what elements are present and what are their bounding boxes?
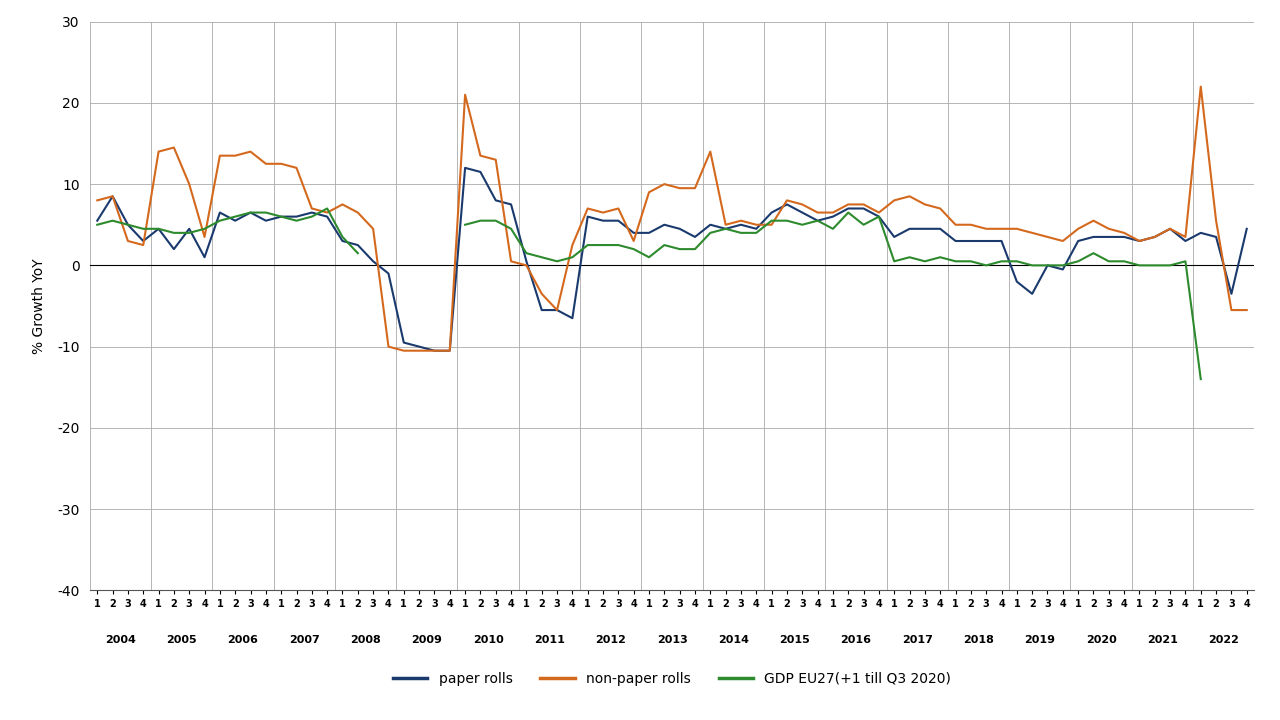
Text: 2010: 2010 <box>472 635 503 645</box>
Text: 2017: 2017 <box>902 635 933 645</box>
Text: 2022: 2022 <box>1208 635 1239 645</box>
Text: 2020: 2020 <box>1085 635 1116 645</box>
Text: 2016: 2016 <box>841 635 872 645</box>
Text: 2007: 2007 <box>289 635 320 645</box>
Legend: paper rolls, non-paper rolls, GDP EU27(+1 till Q3 2020): paper rolls, non-paper rolls, GDP EU27(+… <box>387 667 957 691</box>
Y-axis label: % Growth YoY: % Growth YoY <box>32 258 46 354</box>
Text: 2018: 2018 <box>963 635 995 645</box>
Text: 2004: 2004 <box>105 635 136 645</box>
Text: 2009: 2009 <box>411 635 442 645</box>
Text: 2014: 2014 <box>718 635 749 645</box>
Text: 2008: 2008 <box>351 635 381 645</box>
Text: 2015: 2015 <box>780 635 810 645</box>
Text: 2005: 2005 <box>166 635 197 645</box>
Text: 2006: 2006 <box>228 635 259 645</box>
Text: 2013: 2013 <box>657 635 687 645</box>
Text: 2011: 2011 <box>534 635 564 645</box>
Text: 2019: 2019 <box>1024 635 1055 645</box>
Text: 2021: 2021 <box>1147 635 1178 645</box>
Text: 2012: 2012 <box>595 635 626 645</box>
